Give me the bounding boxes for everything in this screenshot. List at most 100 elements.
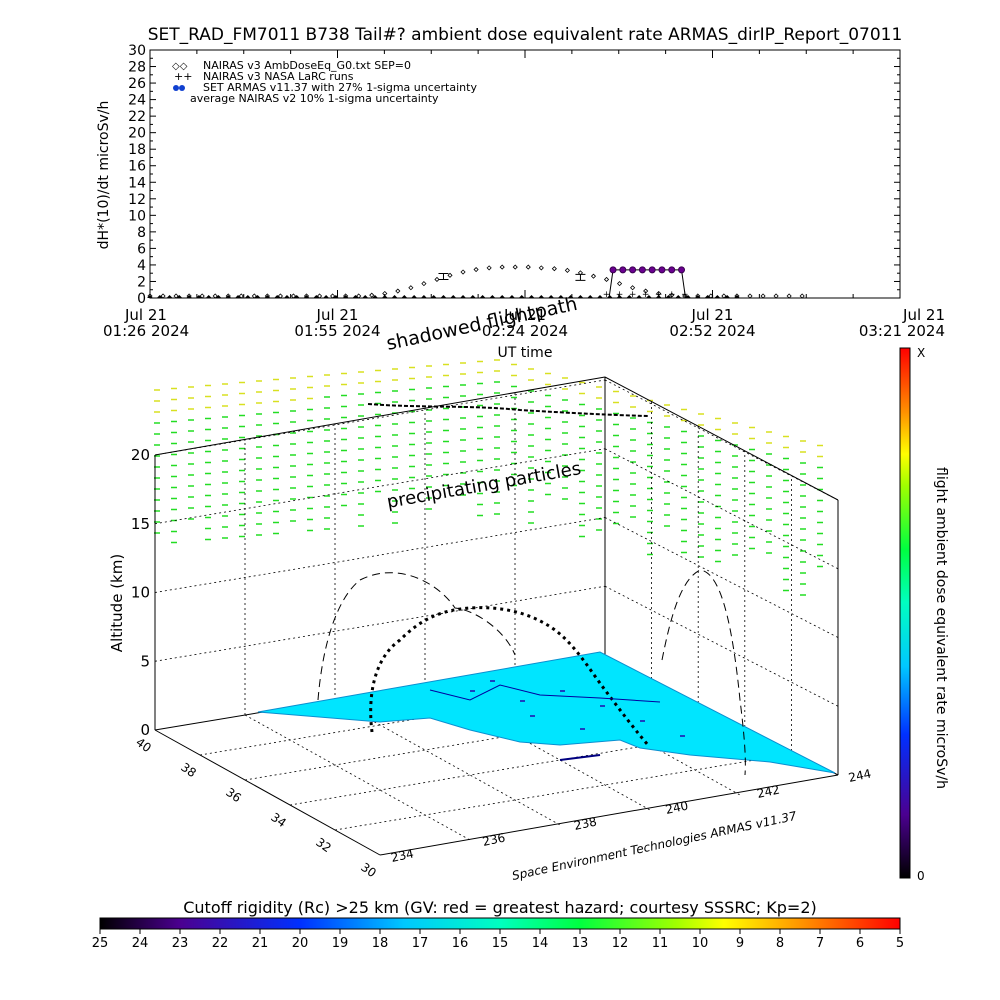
top-x-tick-label-line2: 02:52 2024 [669, 322, 755, 340]
armas-point [649, 267, 655, 273]
legend: ◇◇ NAIRAS v3 AmbDoseEq_G0.txt SEP=0++ NAIR… [172, 59, 477, 105]
gridline-left-wall [155, 518, 605, 593]
latitude-tick-label: 40 [133, 735, 154, 755]
dose-rate-colorbar-label: flight ambient dose equivalent rate micr… [933, 467, 949, 789]
dose-rate-colorbar-min: 0 [917, 869, 925, 883]
baseline-marker [499, 295, 505, 298]
top-y-tick-label: 6 [137, 241, 146, 257]
colorbar-tick-label: 9 [736, 936, 744, 951]
nairas-v2-errorbar [438, 274, 448, 280]
colorbar-tick-label: 25 [92, 936, 109, 951]
baseline-marker [529, 295, 535, 298]
baseline-marker [206, 295, 212, 298]
baseline-marker [509, 295, 515, 298]
nairas-v3-point [448, 273, 452, 277]
nairas-v3-point [552, 267, 556, 271]
credit-label: Space Environment Technologies ARMAS v11… [511, 809, 798, 883]
coastline-fragment [560, 755, 600, 760]
top-x-tick-label-line2: 03:21 2024 [859, 322, 945, 340]
surface-speck [490, 680, 495, 682]
gridline-right-wall [605, 518, 838, 638]
box-gridlines [155, 380, 838, 840]
nasa-larc-point: + [629, 290, 637, 300]
nasa-larc-point: + [655, 290, 663, 300]
cutoff-rigidity-colorbar-label: Cutoff rigidity (Rc) >25 km (GV: red = g… [183, 898, 817, 917]
colorbar-tick-label: 19 [332, 936, 349, 951]
cutoff-rigidity-ticks: 25 24 23 22 21 20 19 18 17 16 15 14 13 12 11 10 9 8 7 6 5 [92, 929, 904, 951]
longitude-tick-label: 236 [481, 830, 506, 848]
longitude-tick-label: 242 [756, 782, 781, 800]
colorbar-tick-label: 11 [652, 936, 669, 951]
top-y-tick-label: 24 [128, 93, 146, 109]
colorbar-tick-label: 5 [896, 936, 904, 951]
baseline-marker [401, 295, 407, 298]
top-y-tick-label: 4 [137, 258, 146, 274]
nasa-larc-point: + [616, 290, 624, 300]
top-y-tick-label: 14 [128, 175, 146, 191]
nairas-v3-point [370, 293, 374, 297]
nairas-v3-point [526, 265, 530, 269]
latitude-tick-label: 36 [223, 785, 244, 805]
colorbar-tick-label: 8 [776, 936, 784, 951]
nairas-v3-point [800, 294, 804, 298]
armas-point [659, 267, 665, 273]
nairas-v3-point [761, 294, 765, 298]
surface-speck [680, 735, 685, 737]
baseline-marker [714, 295, 720, 298]
baseline-marker [489, 295, 495, 298]
top-y-tick-label: 28 [128, 60, 146, 76]
colorbar-tick-label: 17 [412, 936, 429, 951]
nairas-v3-point [787, 294, 791, 298]
baseline-marker [323, 295, 329, 298]
baseline-marker [245, 295, 251, 298]
baseline-marker [587, 295, 593, 298]
nairas-v3-point [435, 277, 439, 281]
colorbar-tick-label: 16 [452, 936, 469, 951]
altitude-tick-label: 10 [131, 584, 150, 602]
cutoff-rigidity-colorbar-gradient [100, 918, 900, 929]
colorbar-tick-label: 7 [816, 936, 824, 951]
latitude-tick-label: 30 [358, 860, 379, 880]
top-x-tick-label-line2: 01:26 2024 [103, 322, 189, 340]
armas-point [610, 267, 616, 273]
top-y-tick-label: 20 [128, 126, 146, 142]
top-y-tick-label: 16 [128, 159, 146, 175]
nairas-v3-point [591, 274, 595, 278]
dose-rate-colorbar: X 0 flight ambient dose equivalent rate … [900, 346, 949, 883]
gridline-left-wall [155, 586, 605, 661]
top-y-axis-label: dH*(10)/dt microSv/h [96, 101, 112, 250]
latitude-tick-label: 34 [268, 810, 289, 830]
nairas-v3-point [565, 268, 569, 272]
nairas-v3-point [409, 286, 413, 290]
colorbar-tick-label: 12 [612, 936, 629, 951]
legend-marker-plus: ++ [174, 70, 192, 83]
nairas-v3-point [474, 268, 478, 272]
baseline-marker [538, 295, 544, 298]
top-y-tick-label: 26 [128, 76, 146, 92]
baseline-marker [480, 295, 486, 298]
baseline-marker [460, 295, 466, 298]
nasa-larc-point: + [642, 290, 650, 300]
chart-title: SET_RAD_FM7011 B738 Tail#? ambient dose … [148, 25, 903, 45]
nasa-larc-point: + [668, 290, 676, 300]
colorbar-tick-label: 13 [572, 936, 589, 951]
nairas-v3-point [748, 294, 752, 298]
armas-point [679, 267, 685, 273]
legend-marker-circle [179, 85, 185, 91]
colorbar-tick-label: 14 [532, 936, 549, 951]
top-y-tick-label: 10 [128, 208, 146, 224]
armas-point [620, 267, 626, 273]
nairas-v3-point [513, 265, 517, 269]
colorbar-tick-label: 24 [132, 936, 149, 951]
baseline-marker [450, 295, 456, 298]
altitude-axis-label: Altitude (km) [108, 554, 126, 652]
nairas-v3-point [461, 270, 465, 274]
nairas-v3-point [618, 282, 622, 286]
legend-marker-circle [173, 85, 179, 91]
surface-speck [580, 728, 585, 730]
nairas-v3-point [422, 282, 426, 286]
top-y-tick-label: 0 [137, 291, 146, 307]
dose-rate-colorbar-gradient [900, 348, 910, 878]
armas-point [669, 267, 675, 273]
